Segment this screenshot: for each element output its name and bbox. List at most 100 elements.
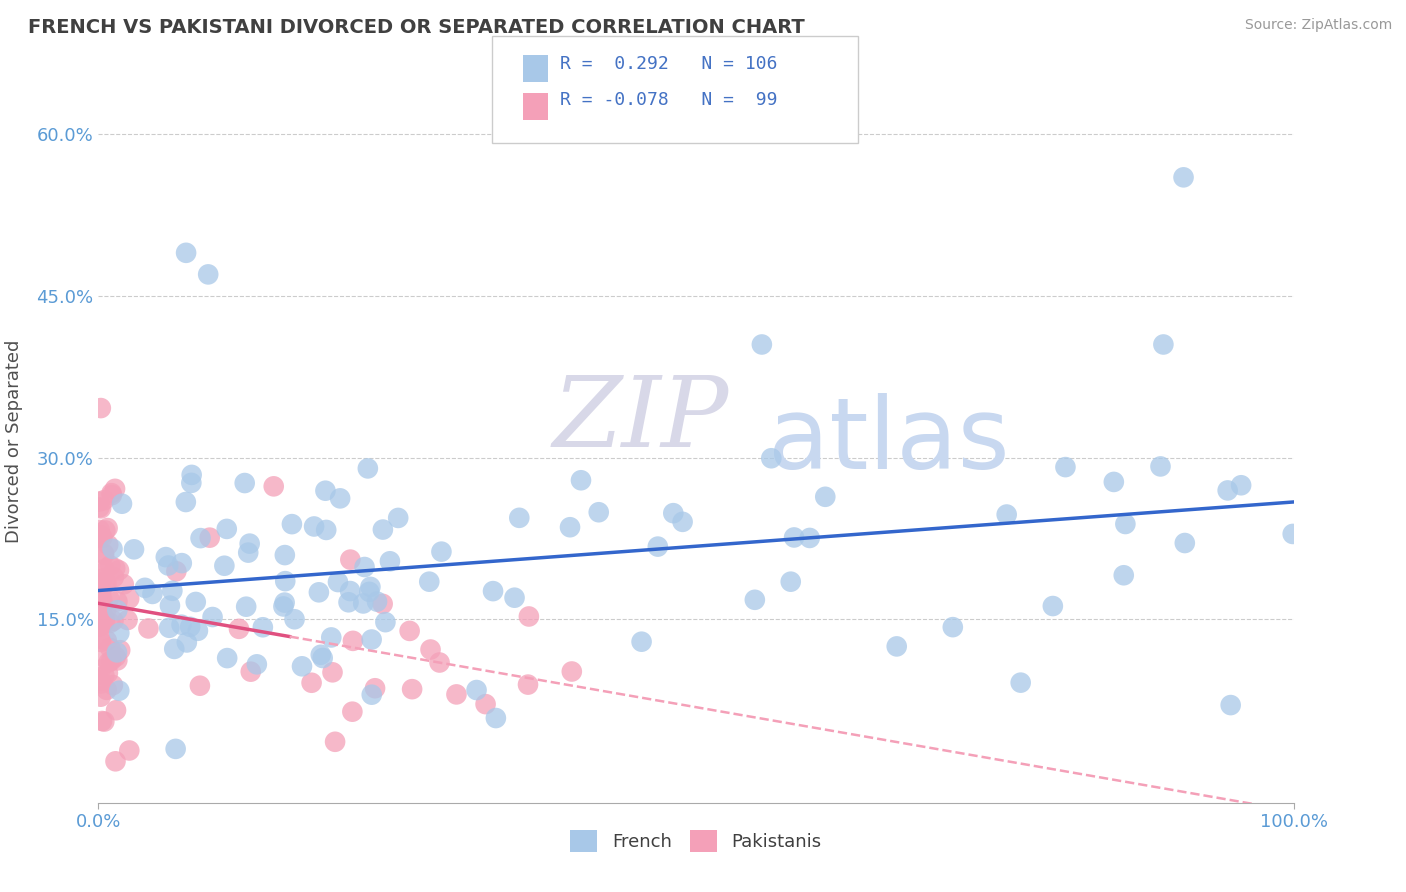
Point	[90, 663, 112, 677]
Point	[93, 566, 115, 580]
Point	[201, 610, 224, 624]
Point	[252, 620, 274, 634]
Point	[814, 490, 837, 504]
Point	[558, 520, 581, 534]
Point	[302, 519, 325, 533]
Point	[482, 584, 505, 599]
Point	[91, 607, 114, 622]
Point	[1112, 568, 1135, 582]
Point	[312, 651, 335, 665]
Point	[378, 554, 401, 568]
Point	[239, 536, 262, 550]
Point	[337, 595, 360, 609]
Point	[93, 546, 115, 560]
Point	[371, 597, 394, 611]
Point	[91, 531, 114, 545]
Point	[104, 754, 127, 768]
Point	[1216, 483, 1239, 498]
Point	[100, 653, 122, 667]
Point	[188, 679, 211, 693]
Point	[360, 632, 382, 647]
Point	[90, 612, 112, 626]
Point	[1054, 460, 1077, 475]
Point	[1102, 475, 1125, 489]
Point	[93, 611, 115, 625]
Point	[1114, 516, 1136, 531]
Point	[184, 595, 207, 609]
Point	[89, 673, 111, 688]
Text: ZIP: ZIP	[553, 372, 728, 467]
Point	[401, 682, 423, 697]
Point	[329, 491, 352, 506]
Point	[301, 675, 323, 690]
Point	[339, 552, 361, 566]
Point	[90, 583, 112, 598]
Point	[122, 542, 145, 557]
Point	[1173, 170, 1195, 185]
Point	[118, 591, 141, 606]
Point	[291, 659, 314, 673]
Point	[314, 483, 336, 498]
Point	[364, 681, 387, 696]
Point	[98, 591, 121, 606]
Point	[180, 475, 202, 490]
Point	[89, 585, 111, 599]
Point	[503, 591, 526, 605]
Point	[647, 540, 669, 554]
Point	[799, 531, 821, 545]
Point	[217, 651, 239, 665]
Point	[197, 268, 219, 282]
Point	[309, 648, 332, 662]
Point	[235, 599, 257, 614]
Point	[1219, 698, 1241, 712]
Point	[342, 705, 364, 719]
Point	[89, 632, 111, 646]
Point	[1152, 337, 1174, 351]
Point	[108, 643, 131, 657]
Point	[419, 642, 441, 657]
Point	[233, 476, 256, 491]
Point	[744, 592, 766, 607]
Point	[89, 619, 111, 633]
Point	[588, 505, 610, 519]
Point	[104, 482, 127, 496]
Point	[430, 544, 453, 558]
Point	[671, 515, 693, 529]
Text: R = -0.078   N =  99: R = -0.078 N = 99	[560, 91, 778, 109]
Point	[180, 467, 202, 482]
Point	[138, 622, 160, 636]
Point	[101, 541, 124, 556]
Point	[157, 621, 180, 635]
Point	[323, 735, 346, 749]
Point	[100, 486, 122, 500]
Point	[103, 614, 125, 628]
Point	[274, 548, 297, 562]
Point	[1042, 599, 1064, 613]
Point	[357, 461, 380, 475]
Point	[91, 714, 114, 728]
Point	[141, 587, 163, 601]
Point	[105, 703, 128, 717]
Point	[274, 574, 297, 589]
Point	[474, 697, 496, 711]
Point	[108, 563, 131, 577]
Point	[1230, 478, 1253, 492]
Text: Source: ZipAtlas.com: Source: ZipAtlas.com	[1244, 18, 1392, 32]
Point	[942, 620, 965, 634]
Point	[174, 245, 197, 260]
Point	[779, 574, 801, 589]
Point	[239, 665, 262, 679]
Point	[105, 653, 128, 667]
Point	[91, 617, 114, 632]
Point	[398, 624, 420, 638]
Point	[360, 688, 382, 702]
Text: FRENCH VS PAKISTANI DIVORCED OR SEPARATED CORRELATION CHART: FRENCH VS PAKISTANI DIVORCED OR SEPARATE…	[28, 18, 804, 37]
Point	[93, 668, 115, 682]
Text: atlas: atlas	[768, 393, 1010, 490]
Point	[134, 581, 156, 595]
Point	[87, 494, 110, 508]
Point	[761, 451, 783, 466]
Point	[118, 743, 141, 757]
Point	[108, 626, 131, 640]
Point	[569, 473, 592, 487]
